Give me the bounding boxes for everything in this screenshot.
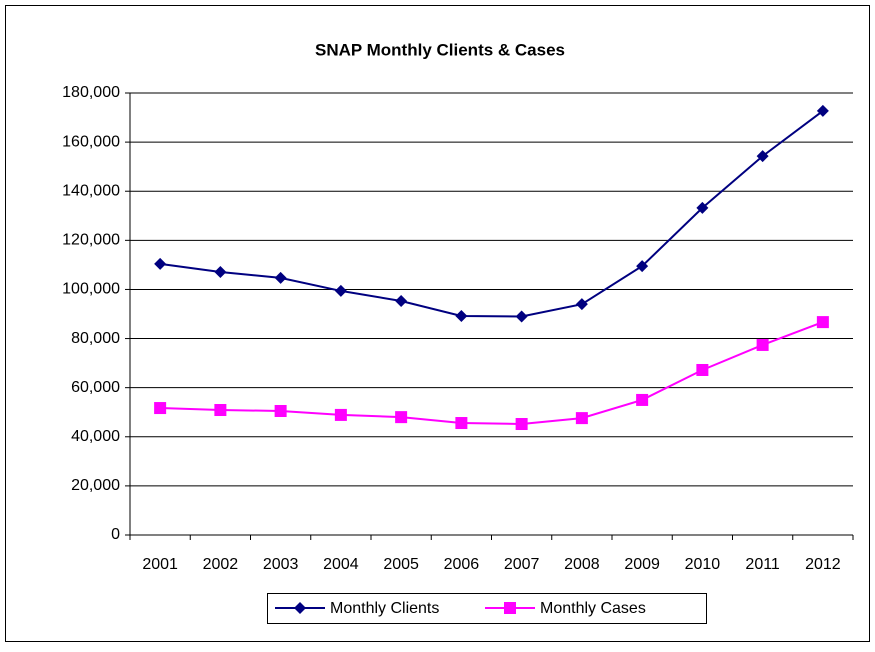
marker (575, 412, 588, 425)
marker (575, 298, 588, 311)
y-tick-label: 180,000 (62, 84, 120, 101)
marker (696, 201, 709, 214)
marker (696, 363, 709, 376)
line (159, 110, 824, 318)
x-tick-label: 2004 (323, 556, 359, 573)
marker (756, 338, 769, 351)
marker (395, 411, 408, 424)
y-tick-label: 140,000 (62, 182, 120, 199)
x-tick-label: 2007 (504, 556, 540, 573)
marker (636, 260, 649, 273)
marker (334, 284, 347, 297)
marker (214, 404, 227, 417)
marker (636, 393, 649, 406)
marker (274, 404, 287, 417)
marker (515, 310, 528, 323)
marker (154, 402, 167, 415)
y-tick-label: 40,000 (71, 428, 120, 445)
marker (294, 602, 306, 614)
legend-label: Monthly Cases (540, 600, 646, 617)
marker (334, 408, 347, 421)
y-tick-label: 120,000 (62, 232, 120, 249)
x-tick-label: 2006 (444, 556, 480, 573)
x-tick-label: 2001 (142, 556, 178, 573)
y-tick-label: 80,000 (71, 330, 120, 347)
chart-title: SNAP Monthly Clients & Cases (315, 40, 565, 59)
x-tick-label: 2005 (383, 556, 419, 573)
x-tick-label: 2011 (745, 556, 780, 573)
marker (504, 602, 516, 614)
y-tick-label: 100,000 (62, 281, 120, 298)
x-tick-label: 2003 (263, 556, 299, 573)
x-tick-label: 2002 (203, 556, 239, 573)
marker (214, 266, 227, 279)
marker (455, 309, 468, 322)
marker (756, 150, 769, 163)
y-tick-label: 0 (111, 526, 120, 543)
marker (395, 294, 408, 307)
y-tick-label: 160,000 (62, 133, 120, 150)
marker (274, 271, 287, 284)
marker (455, 417, 468, 430)
x-tick-label: 2008 (564, 556, 600, 573)
y-tick-label: 60,000 (71, 379, 120, 396)
legend-label: Monthly Clients (330, 600, 439, 617)
line (160, 321, 824, 426)
marker (816, 316, 829, 329)
y-tick-label: 20,000 (71, 477, 120, 494)
marker (816, 104, 829, 117)
chart-border (5, 5, 870, 642)
marker (154, 257, 167, 270)
x-tick-label: 2009 (624, 556, 660, 573)
x-tick-label: 2012 (805, 556, 841, 573)
marker (515, 418, 528, 431)
x-tick-label: 2010 (685, 556, 721, 573)
